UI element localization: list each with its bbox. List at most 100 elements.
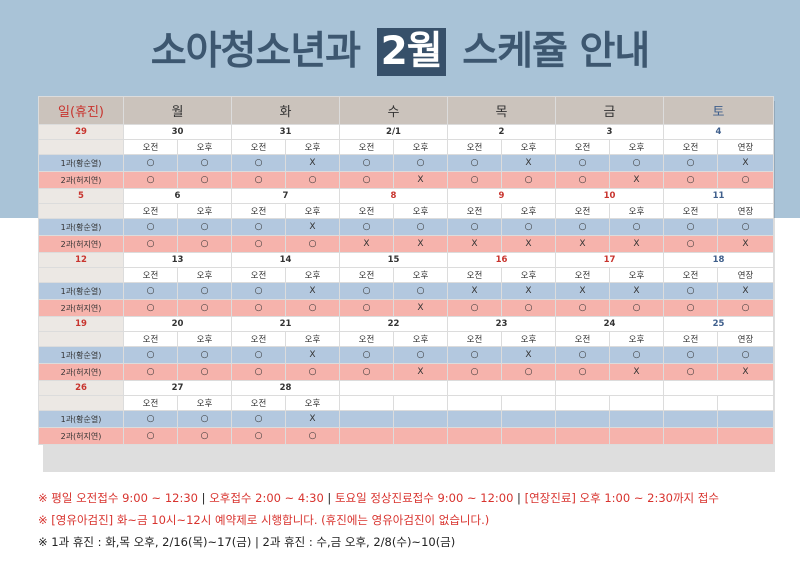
availability-cell: ○: [555, 218, 610, 236]
date-row: 29 30 31 2/1 2 3 4: [38, 124, 774, 140]
session-pm: 오후: [177, 267, 232, 283]
availability-cell: ○: [339, 299, 394, 317]
availability-cell: ○: [339, 282, 394, 300]
session-am: 오전: [555, 267, 610, 283]
session-pm: 연장: [717, 139, 774, 155]
weekday-header-6: 토: [663, 96, 774, 125]
session-label-empty: [38, 139, 124, 155]
availability-cell: X: [393, 299, 448, 317]
empty-cell: [501, 410, 556, 428]
availability-cell: ○: [339, 218, 394, 236]
day-date: 6: [123, 188, 232, 204]
availability-cell: ○: [609, 346, 664, 364]
session-pm: 오후: [285, 203, 340, 219]
empty-cell: [555, 427, 610, 445]
availability-cell: ○: [285, 299, 340, 317]
day-date: 30: [123, 124, 232, 140]
availability-cell: ○: [555, 154, 610, 172]
note-segment: ※ 평일 오전접수 9:00 ~ 12:30: [38, 491, 198, 505]
sunday-date: 12: [38, 252, 124, 268]
availability-cell: X: [609, 282, 664, 300]
doctor-label: 1과(황순열): [38, 346, 124, 364]
empty-cell: [393, 427, 448, 445]
availability-cell: ○: [123, 346, 178, 364]
availability-cell: ○: [231, 171, 286, 189]
note-segment: |: [198, 491, 210, 505]
session-am: 오전: [123, 267, 178, 283]
session-am: 오전: [231, 331, 286, 347]
session-am: 오전: [663, 331, 718, 347]
availability-cell: ○: [285, 427, 340, 445]
availability-cell: X: [609, 363, 664, 381]
session-pm: 오후: [393, 267, 448, 283]
availability-cell: ○: [393, 154, 448, 172]
availability-cell: ○: [663, 171, 718, 189]
weekday-header-0: 일(휴진): [38, 96, 124, 125]
availability-cell: X: [447, 235, 502, 253]
session-am: 오전: [663, 203, 718, 219]
note-segment: 토요일 정상진료접수 9:00 ~ 12:00: [334, 491, 514, 505]
doctor-row-2: 2과(허지연) ○ ○ ○ ○: [38, 427, 774, 445]
availability-cell: ○: [717, 346, 774, 364]
session-label-empty: [38, 203, 124, 219]
availability-cell: X: [285, 282, 340, 300]
weekday-header-row: 일(휴진) 월 화 수 목 금 토: [38, 96, 774, 125]
day-date: 8: [339, 188, 448, 204]
session-am: 오전: [231, 267, 286, 283]
availability-cell: ○: [177, 282, 232, 300]
day-date: 15: [339, 252, 448, 268]
session-am: 오전: [123, 395, 178, 411]
note-hours: ※ 평일 오전접수 9:00 ~ 12:30 | 오후접수 2:00 ~ 4:3…: [38, 487, 788, 509]
availability-cell: ○: [339, 154, 394, 172]
session-am: 오전: [339, 203, 394, 219]
session-row: 오전 오후 오전 오후 오전 오후 오전 오후 오전 오후 오전 연장: [38, 331, 774, 347]
note-segment: 2과 휴진 : 수,금 오후, 2/8(수)~10(금): [262, 535, 456, 549]
availability-cell: ○: [717, 171, 774, 189]
doctor-row-2: 2과(허지연) ○ ○ ○ ○ ○ X ○ ○ ○ X ○ ○: [38, 171, 774, 189]
weekday-header-3: 수: [339, 96, 448, 125]
session-pm: 오후: [501, 203, 556, 219]
day-date: 24: [555, 316, 664, 332]
day-date: 13: [123, 252, 232, 268]
availability-cell: X: [393, 363, 448, 381]
session-am: 오전: [231, 139, 286, 155]
doctor-row-2: 2과(허지연) ○ ○ ○ ○ ○ X ○ ○ ○ ○ ○ ○: [38, 299, 774, 317]
empty-cell: [717, 410, 774, 428]
session-am: 오전: [123, 203, 178, 219]
day-date: 10: [555, 188, 664, 204]
availability-cell: X: [555, 235, 610, 253]
session-am: 오전: [447, 331, 502, 347]
availability-cell: X: [501, 282, 556, 300]
availability-cell: X: [339, 235, 394, 253]
session-pm: 오후: [177, 331, 232, 347]
title-suffix: 스케쥴 안내: [449, 29, 650, 74]
day-date: 23: [447, 316, 556, 332]
availability-cell: ○: [663, 346, 718, 364]
availability-cell: ○: [555, 299, 610, 317]
doctor-label: 2과(허지연): [38, 235, 124, 253]
session-am: 오전: [447, 139, 502, 155]
empty-cell: [717, 427, 774, 445]
availability-cell: ○: [177, 346, 232, 364]
empty-cell: [501, 427, 556, 445]
availability-cell: ○: [285, 171, 340, 189]
day-date: 4: [663, 124, 774, 140]
doctor-row-1: 1과(황순열) ○ ○ ○ X ○ ○ ○ X ○ ○ ○ X: [38, 154, 774, 172]
session-row: 오전 오후 오전 오후: [38, 395, 774, 411]
availability-cell: ○: [393, 282, 448, 300]
availability-cell: X: [717, 235, 774, 253]
availability-cell: X: [717, 154, 774, 172]
availability-cell: X: [447, 282, 502, 300]
title-prefix: 소아청소년과: [150, 29, 373, 74]
note-segment: |: [323, 491, 335, 505]
availability-cell: ○: [447, 154, 502, 172]
availability-cell: ○: [231, 235, 286, 253]
availability-cell: X: [501, 346, 556, 364]
availability-cell: ○: [663, 363, 718, 381]
session-label-empty: [38, 395, 124, 411]
day-date: 3: [555, 124, 664, 140]
empty-cell: [717, 395, 774, 411]
session-am: 오전: [555, 203, 610, 219]
availability-cell: ○: [285, 363, 340, 381]
day-date: 20: [123, 316, 232, 332]
